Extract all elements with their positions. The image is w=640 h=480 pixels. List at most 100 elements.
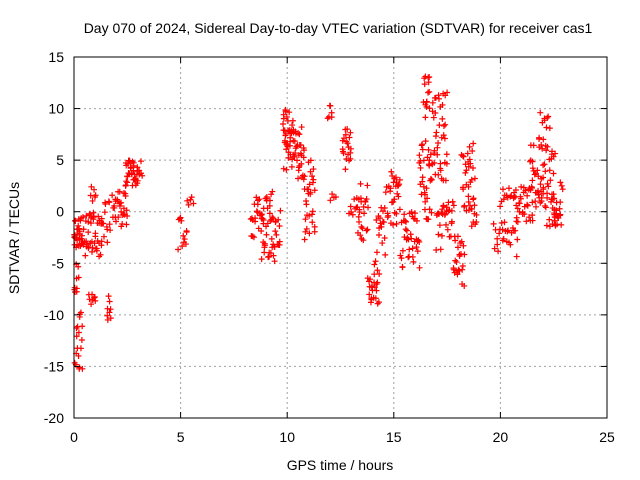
data-point [178,217,185,224]
data-point [307,168,314,175]
data-point [538,141,545,148]
data-point [556,205,563,212]
data-point [134,177,141,184]
data-point [373,249,380,256]
data-point [249,233,256,240]
data-point [387,188,394,195]
data-point [558,221,565,228]
data-point [360,203,367,210]
data-point [505,227,512,234]
data-point [524,201,531,208]
data-point [85,218,92,225]
data-point [124,160,131,167]
data-point [266,202,273,209]
data-point [280,120,287,127]
data-point [529,217,536,224]
data-point [287,134,294,141]
data-point [269,214,276,221]
data-points [71,73,566,372]
data-point [499,226,506,233]
data-point [436,222,443,229]
data-point [424,89,431,96]
data-point [471,175,478,182]
data-point [550,153,557,160]
data-point [356,209,363,216]
data-point [506,185,513,192]
data-point [306,230,313,237]
data-point [76,364,83,371]
data-point [266,210,273,217]
data-point [543,222,550,229]
data-point [374,279,381,286]
data-point [139,172,146,179]
data-point [540,162,547,169]
data-point [288,163,295,170]
data-point [416,152,423,159]
data-point [514,205,521,212]
data-point [294,157,301,164]
data-point [470,140,477,147]
data-point [100,233,107,240]
data-point [190,200,197,207]
data-point [258,211,265,218]
data-point [473,218,480,225]
data-point [104,226,111,233]
data-point [79,214,86,221]
data-point [295,167,302,174]
data-point [291,138,298,145]
data-point [529,158,536,165]
data-point [75,274,82,281]
data-point [540,136,547,143]
data-point [363,196,370,203]
x-tick-label: 15 [386,429,402,445]
data-point [530,142,537,149]
data-point [473,211,480,218]
data-point [118,199,125,206]
data-point [459,152,466,159]
data-point [444,226,451,233]
data-point [427,151,434,158]
data-point [523,218,530,225]
data-point [286,109,293,116]
data-point [289,117,296,124]
data-point [282,130,289,137]
data-point [417,164,424,171]
data-point [309,179,316,186]
data-point [409,253,416,260]
data-point [414,248,421,255]
data-point [263,231,270,238]
data-point [129,158,136,165]
data-point [465,207,472,214]
data-point [113,218,120,225]
data-point [93,245,100,252]
data-point [399,247,406,254]
data-point [431,147,438,154]
data-point [532,198,539,205]
data-point [385,212,392,219]
data-point [435,92,442,99]
data-point [391,196,398,203]
data-point [550,170,557,177]
data-point [380,208,387,215]
data-point [504,228,511,235]
data-point [185,201,192,208]
data-point [296,131,303,138]
data-point [270,252,277,259]
data-point [187,196,194,203]
data-point [77,309,84,316]
data-point [513,253,520,260]
data-point [437,246,444,253]
data-point [346,134,353,141]
data-point [395,193,402,200]
data-point [500,196,507,203]
data-point [79,365,86,372]
y-axis-label: SDTVAR / TECUs [6,182,22,294]
data-point [124,173,131,180]
data-point [328,114,335,121]
data-point [372,295,379,302]
data-point [79,323,86,330]
data-point [438,209,445,216]
data-point [432,109,439,116]
data-point [116,188,123,195]
